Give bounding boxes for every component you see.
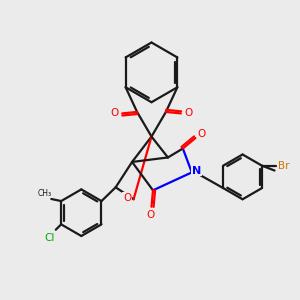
Text: CH₃: CH₃	[38, 188, 52, 197]
Text: O: O	[198, 130, 206, 140]
Text: Br: Br	[278, 161, 289, 171]
Text: N: N	[192, 166, 201, 176]
Text: O: O	[110, 108, 119, 118]
Text: Cl: Cl	[45, 233, 55, 243]
Text: O: O	[147, 210, 155, 220]
Text: O: O	[123, 193, 131, 203]
Text: O: O	[184, 108, 192, 118]
